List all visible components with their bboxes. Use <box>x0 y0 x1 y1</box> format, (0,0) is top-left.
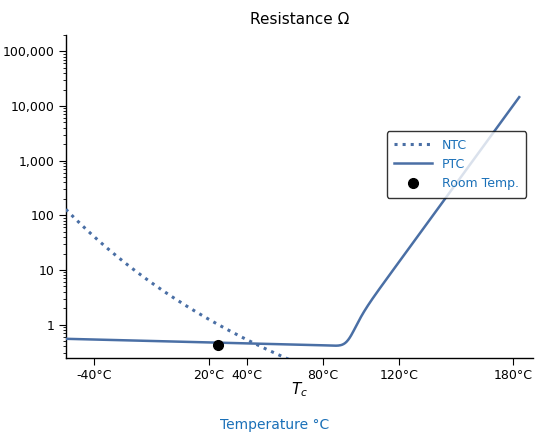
Text: Temperature °C: Temperature °C <box>220 418 329 432</box>
Line: PTC: PTC <box>66 97 519 346</box>
NTC <box>253 342 260 347</box>
NTC <box>406 401 413 406</box>
PTC <box>63 336 69 341</box>
NTC <box>272 351 279 356</box>
PTC <box>179 339 186 344</box>
Legend: NTC, PTC, Room Temp.: NTC, PTC, Room Temp. <box>387 132 526 198</box>
NTC <box>230 330 237 335</box>
Text: $T_c$: $T_c$ <box>291 380 307 399</box>
PTC <box>143 338 149 344</box>
PTC <box>332 343 339 348</box>
PTC <box>366 301 373 306</box>
PTC <box>405 247 411 252</box>
NTC <box>351 383 358 388</box>
NTC <box>63 207 69 212</box>
NTC <box>232 331 239 337</box>
Title: Resistance Ω: Resistance Ω <box>249 12 349 27</box>
PTC <box>516 95 523 100</box>
NTC <box>415 404 422 409</box>
PTC <box>330 343 337 348</box>
Line: NTC: NTC <box>66 209 418 406</box>
PTC <box>268 341 274 347</box>
